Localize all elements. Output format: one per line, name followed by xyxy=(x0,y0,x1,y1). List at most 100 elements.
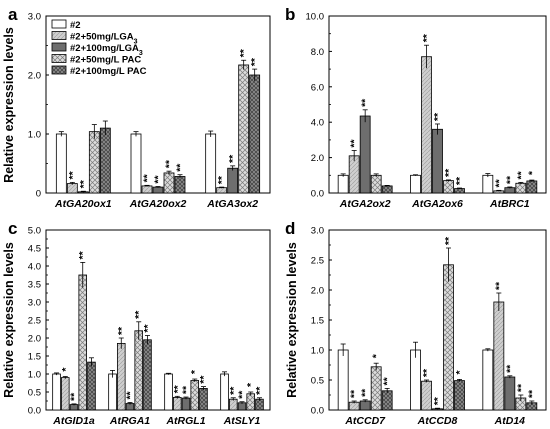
bar-b-AtGA2ox2-s3 xyxy=(370,174,382,194)
x-tick-label: AtD14 xyxy=(494,415,526,424)
y-tick-label: 1.5 xyxy=(28,352,41,363)
legend-entry-2: #2+100mg/LGA3 xyxy=(70,43,143,57)
panel-b: b0.02.04.06.08.010.0****AtGA2ox2********… xyxy=(285,5,547,210)
y-tick-label: 0.0 xyxy=(311,406,324,417)
bar-c-AtRGL1-s4 xyxy=(199,387,208,411)
bar-a-AtGA20ox2-s3 xyxy=(163,172,175,194)
y-tick-label: 1.0 xyxy=(28,130,41,141)
significance-label: ** xyxy=(142,173,154,182)
significance-label: ** xyxy=(360,388,372,397)
legend-entry-1: #2+50mg/LGA3 xyxy=(70,32,138,46)
x-tick-label: AtCCD8 xyxy=(417,415,458,424)
bar-a-AtGA3ox2-s1 xyxy=(216,187,228,194)
significance-label: ** xyxy=(504,364,516,373)
bar-a-AtGA20ox1-s0 xyxy=(55,133,67,194)
y-tick-label: 2.0 xyxy=(311,286,324,297)
y-tick-label: 5.0 xyxy=(28,226,41,237)
bar-a-AtGA3ox2-s0 xyxy=(205,133,217,194)
bar-a-AtGA3ox2-s4 xyxy=(249,74,261,194)
bar-d-AtCCD8-s1 xyxy=(421,380,432,411)
x-tick-label: AtGA3ox2 xyxy=(206,198,258,210)
x-tick-label: AtSLY1 xyxy=(223,415,261,424)
bar-b-AtGA2ox6-s4 xyxy=(454,188,465,194)
x-tick-label: AtCCD7 xyxy=(344,415,386,424)
y-tick-label: 0.5 xyxy=(311,376,324,387)
bar-d-AtCCD7-s3 xyxy=(370,366,382,411)
bar-d-AtCCD7-s4 xyxy=(381,390,393,411)
legend-entry-text: #2+50mg/LGA xyxy=(70,32,134,43)
significance-label: ** xyxy=(443,168,455,177)
significance-label: ** xyxy=(77,250,89,259)
bar-c-AtRGL1-s3 xyxy=(190,380,200,411)
bar-a-AtGA20ox2-s4 xyxy=(174,176,186,194)
significance-label: ** xyxy=(227,154,239,163)
significance-label: ** xyxy=(515,383,527,392)
y-tick-label: 4.5 xyxy=(28,244,41,255)
y-tick-label: 2.0 xyxy=(28,71,41,82)
bar-b-AtGA2ox6-s2 xyxy=(432,128,443,194)
legend-entry-text: #2 xyxy=(70,20,81,31)
significance-label: ** xyxy=(164,159,176,168)
significance-label: ** xyxy=(153,175,165,184)
y-tick-label: 0.5 xyxy=(28,388,41,399)
significance-label: * xyxy=(245,382,257,387)
significance-label: ** xyxy=(228,386,240,395)
significance-label: ** xyxy=(133,310,145,319)
bar-b-AtGA2ox6-s3 xyxy=(443,180,454,194)
significance-label: * xyxy=(454,369,466,374)
bar-c-AtRGL1-s1 xyxy=(172,396,182,411)
y-tick-label: 3.0 xyxy=(28,12,41,23)
bar-a-AtGA20ox1-s1 xyxy=(66,183,78,194)
legend-entry-4: #2+100mg/L PAC xyxy=(70,66,147,77)
y-tick-label: 2.5 xyxy=(311,256,324,267)
significance-label: ** xyxy=(172,384,184,393)
legend-entry-subscript: 3 xyxy=(134,38,138,45)
significance-label: * xyxy=(60,367,72,372)
significance-label: * xyxy=(371,353,383,358)
x-tick-label: AtBRC1 xyxy=(489,198,530,210)
y-tick-label: 1.5 xyxy=(311,316,324,327)
bar-d-AtCCD8-s4 xyxy=(454,380,465,411)
bar-c-AtSLY1-s1 xyxy=(228,398,238,411)
significance-label: ** xyxy=(254,386,266,395)
bar-c-AtSLY1-s4 xyxy=(255,398,264,411)
x-tick-label: AtRGA1 xyxy=(109,415,150,424)
y-tick-label: 0.0 xyxy=(28,406,41,417)
y-tick-label: 0.0 xyxy=(311,189,324,200)
y-axis-label: Relative expression levels xyxy=(2,242,16,398)
significance-label: ** xyxy=(493,281,505,290)
legend-entry-text: #2+100mg/LGA xyxy=(70,43,139,54)
y-tick-label: 0 xyxy=(36,189,41,200)
panel-letter: c xyxy=(8,219,17,238)
significance-label: ** xyxy=(526,389,538,398)
bar-d-AtCCD7-s0 xyxy=(337,349,349,411)
bar-b-AtGA2ox2-s4 xyxy=(381,185,393,194)
y-tick-label: 3.0 xyxy=(28,298,41,309)
bar-c-AtSLY1-s3 xyxy=(246,393,256,411)
bar-b-AtGA2ox2-s0 xyxy=(337,174,349,194)
significance-label: ** xyxy=(142,323,154,332)
bar-c-AtRGL1-s2 xyxy=(181,397,191,411)
significance-label: ** xyxy=(125,390,137,399)
legend-entry-0: #2 xyxy=(70,20,81,31)
significance-label: ** xyxy=(237,390,249,399)
significance-label: ** xyxy=(349,389,361,398)
significance-label: ** xyxy=(175,163,187,172)
panel-letter: b xyxy=(285,5,295,24)
legend-entry-subscript: 3 xyxy=(139,50,143,57)
y-tick-label: 6.0 xyxy=(311,82,324,93)
panel-letter: d xyxy=(285,219,295,238)
bar-b-AtGA2ox2-s2 xyxy=(359,115,371,194)
bar-c-AtRGA1-s0 xyxy=(108,373,117,411)
legend-entry-text: #2+50mg/L PAC xyxy=(70,55,141,66)
significance-label: ** xyxy=(454,176,466,185)
significance-label: * xyxy=(189,369,201,374)
bar-c-AtGID1a-s3 xyxy=(78,274,88,411)
legend-swatch-2 xyxy=(51,42,67,52)
y-tick-label: 3.5 xyxy=(28,280,41,291)
significance-label: ** xyxy=(67,170,79,179)
legend-swatch-4 xyxy=(51,65,67,75)
significance-label: ** xyxy=(443,236,455,245)
